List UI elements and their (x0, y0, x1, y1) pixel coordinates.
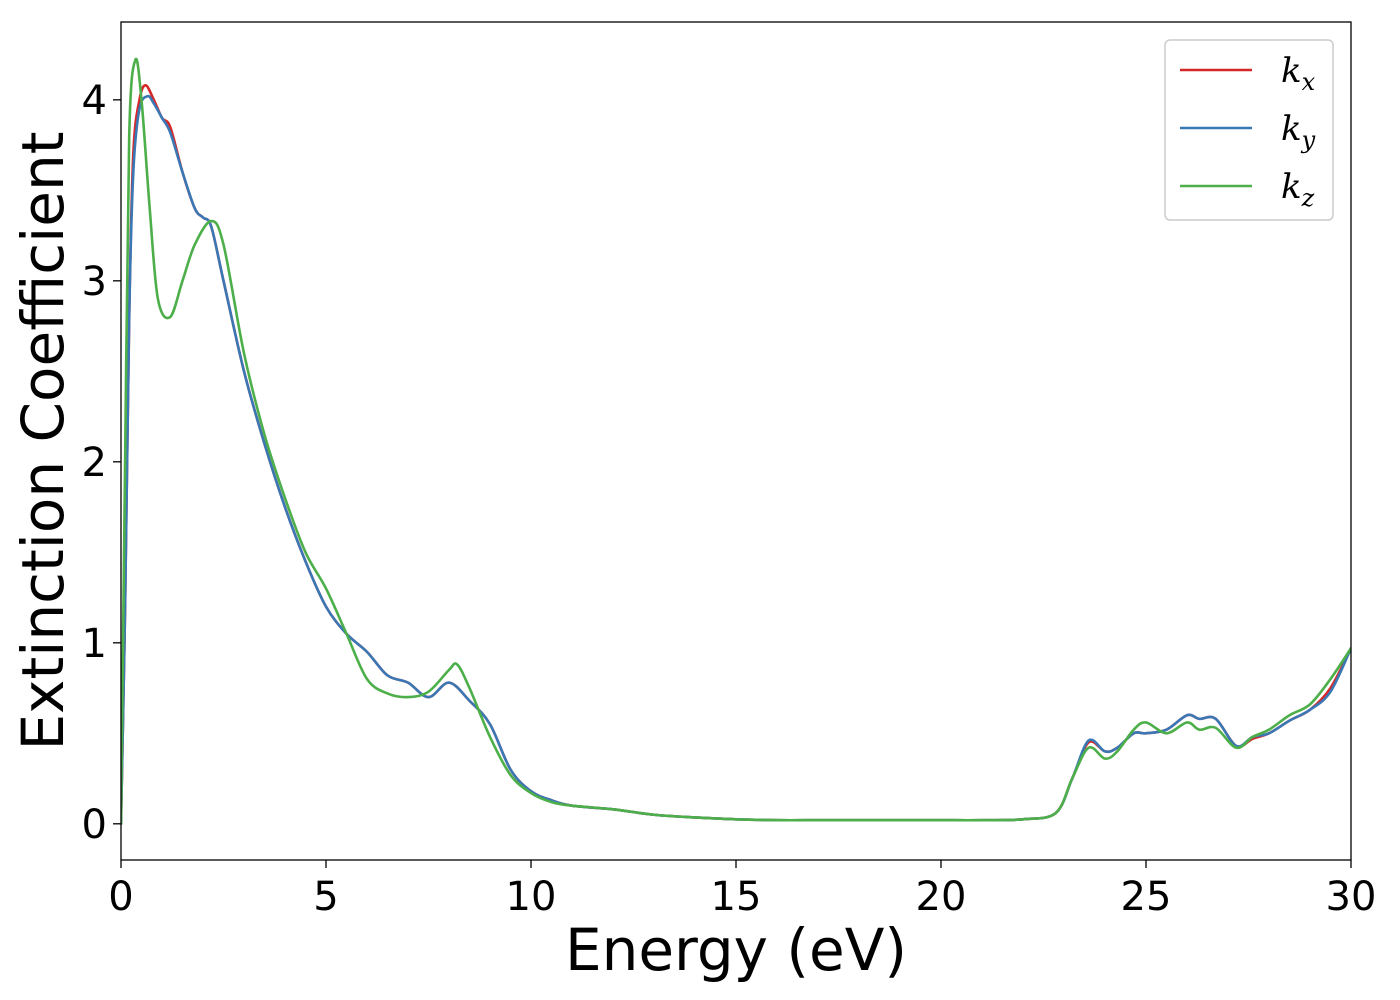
y-axis: 0 1 2 3 4 (82, 78, 121, 848)
y-tick-label: 4 (82, 78, 107, 124)
x-tick-label: 5 (313, 874, 338, 920)
legend-label-k-z: kz (1281, 167, 1315, 212)
x-tick-label: 30 (1326, 874, 1377, 920)
x-tick-label: 10 (506, 874, 557, 920)
y-tick-label: 2 (82, 440, 107, 486)
legend-label-k-y: ky (1281, 109, 1316, 154)
x-axis: 0 5 10 15 20 25 30 (108, 860, 1376, 920)
y-tick-label: 1 (82, 621, 107, 667)
x-tick-label: 15 (711, 874, 762, 920)
y-tick-label: 3 (82, 259, 107, 305)
x-tick-label: 25 (1121, 874, 1172, 920)
legend-label-k-x: kx (1281, 51, 1316, 96)
legend-box (1164, 39, 1334, 221)
y-tick-label: 0 (82, 802, 107, 848)
series-layer (121, 57, 1351, 826)
x-axis-title: Energy (eV) (565, 916, 907, 984)
series-line-k-z (121, 57, 1351, 826)
y-axis-title: Extinction Coefficient (9, 132, 77, 751)
legend: kx ky kz (1164, 39, 1334, 221)
x-tick-label: 20 (916, 874, 967, 920)
x-tick-label: 0 (108, 874, 133, 920)
